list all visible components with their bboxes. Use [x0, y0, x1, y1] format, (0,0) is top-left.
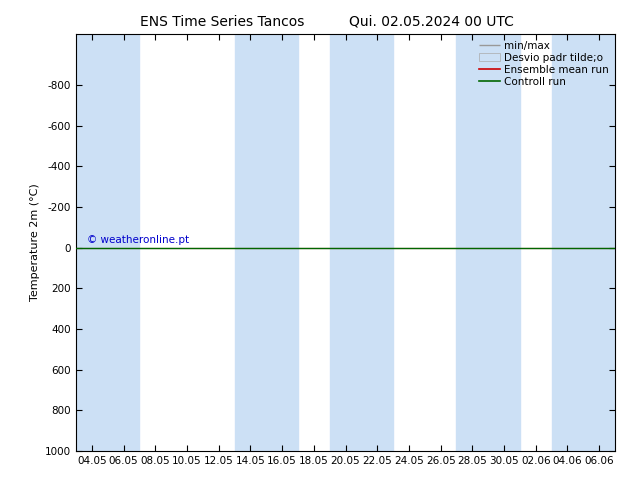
- Text: Qui. 02.05.2024 00 UTC: Qui. 02.05.2024 00 UTC: [349, 15, 514, 29]
- Bar: [456, 34, 520, 451]
- Legend: min/max, Desvio padr tilde;o, Ensemble mean run, Controll run: min/max, Desvio padr tilde;o, Ensemble m…: [475, 36, 613, 91]
- Bar: [330, 34, 393, 451]
- Bar: [552, 34, 615, 451]
- Bar: [235, 34, 298, 451]
- Text: © weatheronline.pt: © weatheronline.pt: [87, 236, 189, 245]
- Text: ENS Time Series Tancos: ENS Time Series Tancos: [139, 15, 304, 29]
- Bar: [76, 34, 139, 451]
- Y-axis label: Temperature 2m (°C): Temperature 2m (°C): [30, 184, 39, 301]
